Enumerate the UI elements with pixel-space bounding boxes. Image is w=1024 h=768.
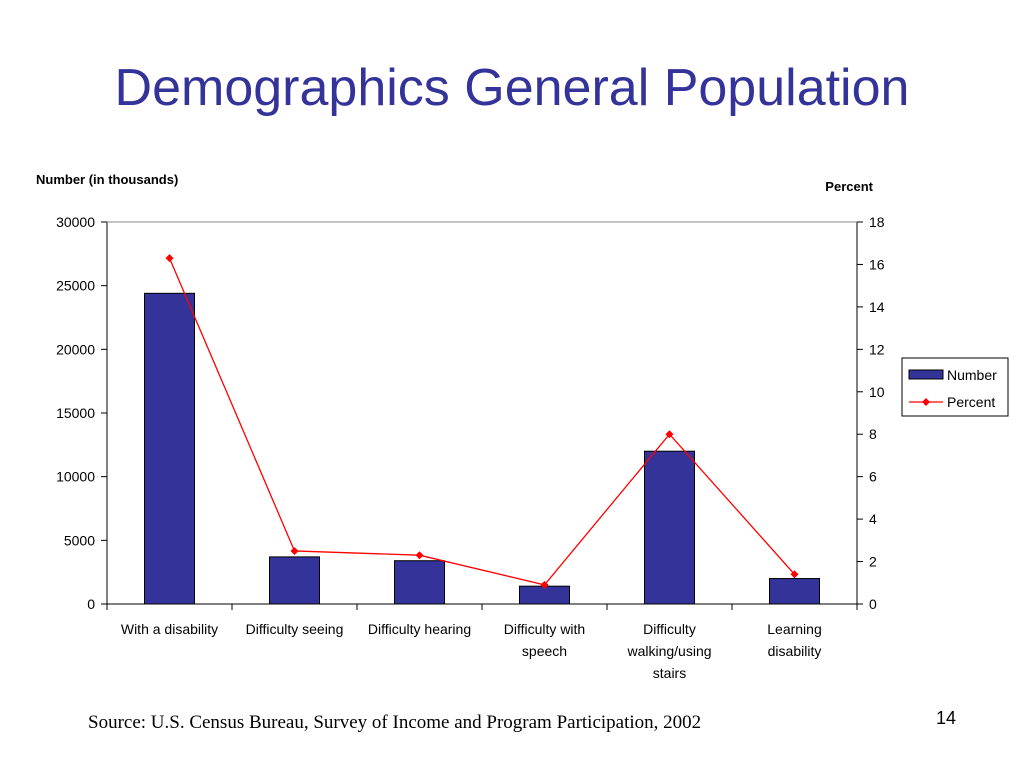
bar [144,292,195,605]
x-tick-label: Difficulty with [504,621,585,637]
legend-number-label: Number [947,367,997,383]
left-tick-label: 0 [87,596,95,612]
x-tick-label: Learning [767,621,822,637]
slide-title: Demographics General Population [114,59,910,117]
right-tick-label: 18 [869,214,885,230]
chart-axes [101,221,863,610]
combo-chart: 0 5000 10000 15000 20000 25000 30000 0 2 4 6 8 10 12 1… [36,172,1009,681]
right-tick-label: 2 [869,554,877,570]
right-tick-label: 4 [869,511,877,527]
right-tick-label: 0 [869,596,877,612]
percent-point [415,551,424,560]
legend-box [901,357,1009,417]
right-tick-label: 12 [869,341,885,357]
percent-point [290,546,299,555]
x-tick-label: disability [768,643,822,659]
percent-point [665,430,674,439]
right-tick-label: 6 [869,469,877,485]
bar [644,450,695,605]
bar [269,556,320,605]
legend-percent-label: Percent [947,394,995,410]
left-axis-title: Number (in thousands) [36,172,178,187]
x-tick-label: Difficulty [643,621,696,637]
x-tick-label: stairs [653,665,686,681]
right-axis-title: Percent [825,179,873,194]
bar-series [144,292,820,605]
left-tick-label: 20000 [56,341,95,357]
left-tick-label: 10000 [56,469,95,485]
legend-number-swatch [908,369,944,380]
chart-legend: Number Percent [901,357,1009,417]
left-tick-label: 30000 [56,214,95,230]
line-series [165,254,799,589]
bar [769,578,820,605]
right-tick-label: 16 [869,256,885,272]
legend-percent-marker [922,398,930,406]
right-tick-label: 10 [869,384,885,400]
x-tick-label: speech [522,643,567,659]
left-tick-label: 15000 [56,405,95,421]
bar [394,560,445,605]
x-tick-label: Difficulty seeing [246,621,344,637]
percent-point [790,570,799,579]
percent-point [165,254,174,263]
left-tick-label: 25000 [56,278,95,294]
chart-labels: 0 5000 10000 15000 20000 25000 30000 0 2 4 6 8 10 12 1… [36,172,885,681]
left-tick-label: 5000 [64,532,95,548]
percent-line [168,257,795,586]
x-tick-label: With a disability [121,621,218,637]
right-tick-label: 14 [869,299,885,315]
source-note: Source: U.S. Census Bureau, Survey of In… [88,712,702,733]
right-tick-label: 8 [869,426,877,442]
percent-point [540,580,549,589]
x-tick-label: walking/using [626,643,711,659]
page-number: 14 [936,708,957,728]
x-tick-label: Difficulty hearing [368,621,471,637]
